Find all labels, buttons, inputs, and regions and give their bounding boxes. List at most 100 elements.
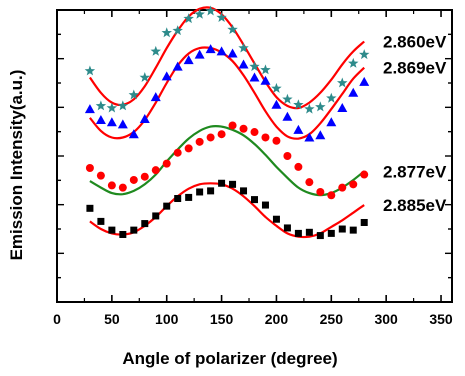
data-point [327,229,335,237]
data-point [327,191,336,200]
y-axis-ticks [57,33,452,279]
data-point [141,220,149,228]
data-point [151,166,160,175]
data-point [360,170,369,179]
x-tick-label: 200 [265,311,289,327]
data-point [194,49,205,59]
data-point [238,42,249,53]
data-point [161,71,172,81]
data-point [294,162,303,171]
data-point [305,228,313,236]
data-point [360,218,368,226]
fit-curve [88,6,365,110]
data-point [108,226,116,234]
data-point [172,61,183,71]
plot-frame [56,9,453,303]
data-point [162,159,171,168]
data-point [95,115,106,125]
y-axis-title: Emission Intensity(a.u.) [7,70,26,261]
data-point [315,101,326,112]
data-point [107,181,116,190]
data-point [293,124,304,134]
data-point [271,82,282,93]
data-point [174,195,182,203]
data-point [316,232,324,240]
data-point [261,133,270,142]
data-point [194,8,205,19]
x-tick-label: 100 [155,311,179,327]
data-point [249,72,260,82]
data-point [227,24,238,34]
data-point [161,27,172,38]
data-point [316,187,325,196]
series-label: 2.877eV [383,162,447,181]
data-point [359,49,370,60]
data-point [283,152,292,160]
data-point [173,148,182,157]
series-label: 2.869eV [383,59,447,78]
data-point [84,65,96,76]
data-point [315,130,326,140]
data-point [326,117,337,127]
data-point [272,215,280,223]
data-point [85,163,94,172]
data-point [229,180,237,188]
series-label: 2.885eV [383,196,447,215]
data-point [228,121,237,130]
data-point [205,5,216,16]
data-point [293,99,304,110]
data-point [348,87,359,97]
data-point [282,93,293,104]
data-point [129,175,138,184]
data-point [249,61,260,72]
data-point [348,57,359,68]
data-point [97,217,105,225]
fit-curve [89,46,365,140]
data-point [117,119,128,129]
data-point [184,144,193,153]
series-label: 2.860eV [383,33,447,52]
data-point [206,133,215,142]
x-tick-label: 0 [53,311,61,327]
data-point [117,100,129,111]
x-tick-label: 150 [210,311,234,327]
series-labels: 2.860eV 2.869eV 2.877eV 2.885eV [383,33,447,216]
data-point [260,64,271,75]
data-point [216,46,227,56]
data-point [326,92,337,103]
data-point [150,45,161,56]
data-point [139,113,150,123]
data-point [118,183,127,192]
data-point [183,55,194,65]
data-point [119,230,127,238]
data-point [238,59,249,69]
data-point [261,201,269,209]
x-tick-label: 250 [320,311,344,327]
fit-curves [88,6,365,239]
data-point [86,204,94,212]
x-axis-title: Angle of polarizer (degree) [122,349,337,368]
data-point [337,77,348,88]
data-point [150,92,161,102]
data-point [128,89,139,100]
data-point [338,183,347,192]
data-point [282,111,293,121]
data-point [217,130,226,139]
data-point [195,137,204,146]
plot-border [56,9,453,303]
data-point [152,212,160,220]
x-tick-label: 50 [104,311,120,327]
data-point [260,75,271,85]
data-point [304,103,315,114]
data-point [250,128,259,137]
data-point [163,202,171,210]
data-point [218,179,226,187]
data-point [349,226,357,234]
data-point [207,187,215,195]
data-point [106,102,118,113]
data-point [272,136,281,145]
data-markers [84,5,370,240]
data-point [305,178,314,187]
x-tick-label: 350 [429,311,453,327]
